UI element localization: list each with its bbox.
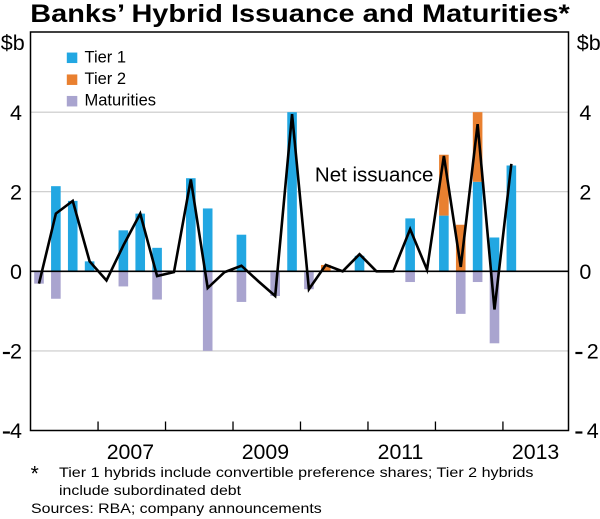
svg-text:Tier 1: Tier 1: [85, 48, 127, 66]
svg-text:4: 4: [587, 419, 599, 443]
svg-text:*: *: [31, 463, 39, 486]
svg-text:2013: 2013: [512, 440, 559, 464]
svg-text:2011: 2011: [378, 440, 424, 464]
svg-text:$b: $b: [1, 31, 25, 55]
svg-text:$b: $b: [577, 31, 600, 55]
svg-text:4: 4: [10, 101, 22, 125]
svg-text:2: 2: [10, 340, 22, 364]
svg-text:0: 0: [10, 260, 22, 284]
svg-text:Maturities: Maturities: [85, 92, 157, 110]
svg-text:Net issuance: Net issuance: [315, 164, 434, 187]
svg-text:2009: 2009: [242, 440, 289, 464]
svg-text:2: 2: [587, 340, 599, 364]
svg-text:4: 4: [579, 101, 591, 125]
svg-text:2: 2: [10, 181, 22, 205]
svg-text:0: 0: [579, 260, 591, 284]
svg-text:2007: 2007: [107, 440, 154, 464]
svg-text:2: 2: [579, 181, 591, 205]
svg-text:Tier 2: Tier 2: [85, 70, 127, 88]
svg-text:4: 4: [10, 419, 22, 443]
